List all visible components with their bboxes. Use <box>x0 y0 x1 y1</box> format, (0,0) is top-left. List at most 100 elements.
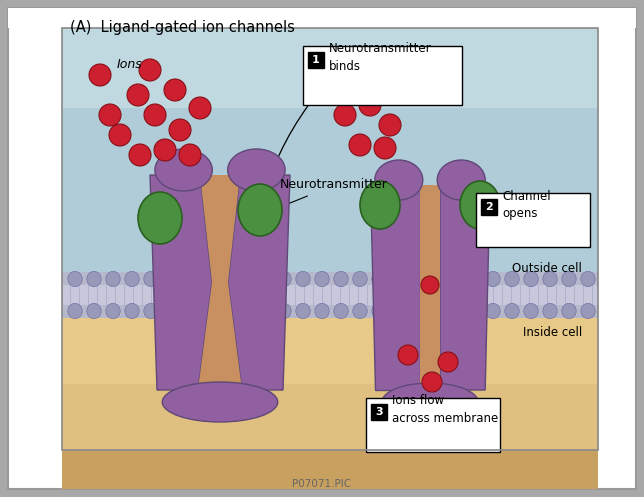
Polygon shape <box>370 185 420 390</box>
Ellipse shape <box>334 271 348 287</box>
Ellipse shape <box>334 303 348 319</box>
Ellipse shape <box>429 271 443 287</box>
Text: Ions: Ions <box>117 58 143 71</box>
Text: 1: 1 <box>312 55 320 65</box>
Ellipse shape <box>87 303 101 319</box>
Ellipse shape <box>429 303 443 319</box>
Ellipse shape <box>543 303 557 319</box>
FancyBboxPatch shape <box>303 46 462 105</box>
Ellipse shape <box>467 303 481 319</box>
Text: 2: 2 <box>485 202 493 212</box>
Ellipse shape <box>486 303 500 319</box>
Ellipse shape <box>398 345 418 365</box>
Bar <box>62 285 598 305</box>
Ellipse shape <box>169 119 191 141</box>
Ellipse shape <box>164 79 186 101</box>
Bar <box>62 450 598 489</box>
Ellipse shape <box>422 372 442 392</box>
Ellipse shape <box>109 124 131 146</box>
Text: P07071.PIC: P07071.PIC <box>292 479 352 489</box>
Ellipse shape <box>179 144 201 166</box>
Ellipse shape <box>334 104 356 126</box>
Ellipse shape <box>220 271 234 287</box>
Ellipse shape <box>201 303 215 319</box>
Ellipse shape <box>182 271 196 287</box>
Ellipse shape <box>448 271 462 287</box>
Ellipse shape <box>410 303 424 319</box>
Ellipse shape <box>125 271 139 287</box>
Ellipse shape <box>201 271 215 287</box>
Ellipse shape <box>374 137 396 159</box>
Polygon shape <box>440 185 490 390</box>
Ellipse shape <box>189 97 211 119</box>
Ellipse shape <box>106 271 120 287</box>
Bar <box>62 108 598 272</box>
Ellipse shape <box>315 303 329 319</box>
Ellipse shape <box>437 160 485 200</box>
Ellipse shape <box>505 303 519 319</box>
Text: 3: 3 <box>375 407 383 417</box>
Ellipse shape <box>87 271 101 287</box>
Bar <box>62 28 598 450</box>
Ellipse shape <box>562 271 576 287</box>
Ellipse shape <box>163 271 177 287</box>
Polygon shape <box>150 175 212 390</box>
Ellipse shape <box>162 382 278 422</box>
Ellipse shape <box>89 64 111 86</box>
Ellipse shape <box>391 303 405 319</box>
Ellipse shape <box>562 303 576 319</box>
Text: (A)  Ligand-gated ion channels: (A) Ligand-gated ion channels <box>70 20 295 35</box>
Bar <box>62 318 598 450</box>
Ellipse shape <box>127 84 149 106</box>
Ellipse shape <box>129 144 151 166</box>
Bar <box>62 28 598 272</box>
Ellipse shape <box>106 303 120 319</box>
Ellipse shape <box>353 303 367 319</box>
Ellipse shape <box>163 303 177 319</box>
Ellipse shape <box>296 271 310 287</box>
Ellipse shape <box>144 303 158 319</box>
Ellipse shape <box>543 271 557 287</box>
Ellipse shape <box>467 271 481 287</box>
Ellipse shape <box>258 303 272 319</box>
Text: Channel
opens: Channel opens <box>502 189 551 221</box>
Ellipse shape <box>460 181 500 229</box>
Ellipse shape <box>296 303 310 319</box>
Ellipse shape <box>239 271 253 287</box>
Ellipse shape <box>421 276 439 294</box>
Bar <box>371 404 387 420</box>
Ellipse shape <box>228 149 285 191</box>
Text: Neurotransmitter
binds: Neurotransmitter binds <box>329 43 431 74</box>
Bar <box>308 52 324 68</box>
Ellipse shape <box>382 383 478 421</box>
Ellipse shape <box>277 303 291 319</box>
Ellipse shape <box>360 181 400 229</box>
Text: Neurotransmitter: Neurotransmitter <box>280 178 388 191</box>
Ellipse shape <box>359 94 381 116</box>
Bar <box>481 199 497 215</box>
Ellipse shape <box>379 114 401 136</box>
Ellipse shape <box>154 139 176 161</box>
Ellipse shape <box>144 104 166 126</box>
Ellipse shape <box>438 352 458 372</box>
Ellipse shape <box>410 271 424 287</box>
Ellipse shape <box>505 271 519 287</box>
Ellipse shape <box>144 271 158 287</box>
Ellipse shape <box>581 271 595 287</box>
Text: Inside cell: Inside cell <box>523 326 582 338</box>
FancyBboxPatch shape <box>476 193 590 247</box>
Polygon shape <box>198 175 242 390</box>
Ellipse shape <box>238 184 282 236</box>
Bar <box>420 185 440 390</box>
Ellipse shape <box>139 59 161 81</box>
Ellipse shape <box>581 303 595 319</box>
Bar <box>62 272 598 318</box>
Ellipse shape <box>375 160 423 200</box>
Ellipse shape <box>99 104 121 126</box>
Polygon shape <box>228 175 290 390</box>
Ellipse shape <box>220 303 234 319</box>
Text: Outside cell: Outside cell <box>512 261 582 274</box>
Ellipse shape <box>448 303 462 319</box>
Ellipse shape <box>349 134 371 156</box>
Ellipse shape <box>68 303 82 319</box>
